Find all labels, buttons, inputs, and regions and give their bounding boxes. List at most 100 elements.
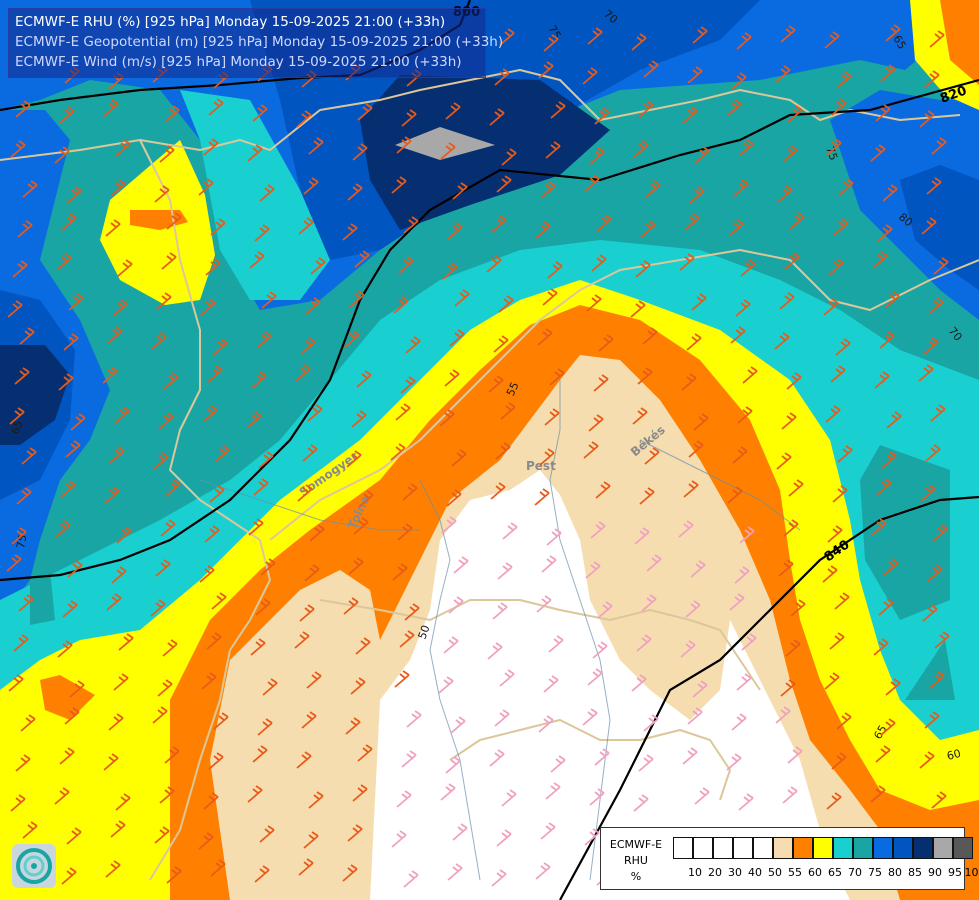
- wind-barb-icon: [166, 866, 182, 884]
- wind-barb-icon: [823, 298, 839, 316]
- wind-barb-icon: [726, 99, 742, 117]
- wind-barb-icon: [347, 824, 363, 842]
- wind-barb-icon: [492, 602, 508, 620]
- wind-barb-icon: [62, 600, 78, 618]
- wind-barb-icon: [543, 34, 559, 52]
- wind-barb-icon: [837, 445, 853, 463]
- wind-barb-icon: [925, 444, 941, 462]
- wind-barb-icon: [295, 364, 311, 382]
- legend-tick: 95: [948, 866, 962, 879]
- wind-barb-icon: [19, 327, 35, 345]
- wind-barb-icon: [164, 746, 180, 764]
- wind-barb-icon: [488, 375, 504, 393]
- wind-barb-icon: [396, 790, 412, 808]
- wind-barb-icon: [682, 106, 698, 124]
- wind-barb-icon: [309, 524, 325, 542]
- wind-barb-icon: [402, 483, 418, 501]
- wind-barb-icon: [645, 180, 661, 198]
- wind-barb-icon: [540, 181, 556, 199]
- wind-barb-icon: [550, 755, 566, 773]
- wind-barb-icon: [584, 174, 600, 192]
- wind-barb-icon: [159, 786, 175, 804]
- wind-barb-icon: [587, 668, 603, 686]
- wind-barb-icon: [546, 528, 562, 546]
- rhu-area-90-west: [0, 345, 70, 445]
- wind-barb-icon: [918, 364, 934, 382]
- wind-barb-icon: [357, 103, 373, 121]
- wind-barb-icon: [495, 442, 511, 460]
- wind-barb-icon: [306, 671, 322, 689]
- wind-barb-icon: [159, 145, 175, 163]
- wind-barb-icon: [635, 260, 651, 278]
- wind-barb-icon: [54, 787, 70, 805]
- wind-barb-icon: [534, 488, 550, 506]
- wind-barb-icon: [633, 140, 649, 158]
- wind-barb-icon: [497, 562, 513, 580]
- wind-barb-icon: [919, 110, 935, 128]
- wind-barb-icon: [166, 212, 182, 230]
- wind-barb-icon: [642, 327, 658, 345]
- map-header: ECMWF-E RHU (%) [925 hPa] Monday 15-09-2…: [8, 8, 504, 78]
- wind-barb-icon: [397, 523, 413, 541]
- wind-barb-icon: [447, 222, 463, 240]
- wind-barb-icon: [834, 592, 850, 610]
- wind-barb-icon: [590, 521, 606, 539]
- wind-barb-icon: [830, 365, 846, 383]
- wind-barb-icon: [733, 179, 749, 197]
- wind-barb-icon: [450, 716, 466, 734]
- wind-barb-icon: [103, 99, 119, 117]
- wind-barb-icon: [18, 594, 34, 612]
- wind-barb-icon: [682, 747, 698, 765]
- wind-barb-icon: [452, 182, 468, 200]
- header-wind-line: ECMWF-E Wind (m/s) [925 hPa] Monday 15-0…: [15, 54, 462, 70]
- wind-barb-icon: [347, 183, 363, 201]
- wind-barb-icon: [535, 221, 551, 239]
- wind-barb-icon: [303, 177, 319, 195]
- wind-barb-icon: [929, 30, 945, 48]
- wind-barb-icon: [343, 597, 359, 615]
- wind-barb-icon: [200, 298, 216, 316]
- wind-barb-icon: [105, 219, 121, 237]
- wind-barb-icon: [21, 447, 37, 465]
- wind-barb-icon: [499, 669, 515, 687]
- wind-barb-icon: [680, 640, 696, 658]
- wind-barb-icon: [294, 631, 310, 649]
- wind-barb-icon: [161, 252, 177, 270]
- wind-barb-icon: [116, 526, 132, 544]
- header-geopotential-line: ECMWF-E Geopotential (m) [925 hPa] Monda…: [15, 34, 504, 50]
- wind-barb-icon: [880, 718, 896, 736]
- wind-barb-icon: [643, 714, 659, 732]
- wind-barb-icon: [934, 631, 950, 649]
- wind-barb-icon: [921, 217, 937, 235]
- wind-barb-icon: [924, 70, 940, 88]
- wind-barb-icon: [826, 138, 842, 156]
- wind-barb-icon: [687, 66, 703, 84]
- wind-barb-icon: [550, 101, 566, 119]
- wind-barb-icon: [634, 527, 650, 545]
- wind-barb-icon: [597, 601, 613, 619]
- wind-barb-icon: [681, 373, 697, 391]
- wind-barb-icon: [247, 144, 263, 162]
- wind-barb-icon: [357, 744, 373, 762]
- wind-barb-icon: [784, 252, 800, 270]
- wind-barb-icon: [545, 141, 561, 159]
- wind-barb-icon: [594, 748, 610, 766]
- wind-barb-icon: [203, 792, 219, 810]
- wind-barb-icon: [352, 143, 368, 161]
- wind-barb-icon: [926, 177, 942, 195]
- wind-barb-icon: [10, 140, 26, 158]
- wind-barb-icon: [630, 300, 646, 318]
- wind-barb-icon: [354, 250, 370, 268]
- wind-barb-icon: [10, 794, 26, 812]
- legend-tick: 100: [964, 866, 979, 879]
- wind-barb-icon: [303, 831, 319, 849]
- legend-tick: 65: [828, 866, 842, 879]
- wind-barb-icon: [684, 213, 700, 231]
- rivers: [199, 380, 801, 881]
- wind-barb-icon: [296, 110, 312, 128]
- wind-barb-icon: [825, 405, 841, 423]
- wind-barb-icon: [165, 479, 181, 497]
- wind-barb-icon: [536, 595, 552, 613]
- wind-barb-icon: [872, 251, 888, 269]
- iso-label-65b: 65: [871, 723, 889, 742]
